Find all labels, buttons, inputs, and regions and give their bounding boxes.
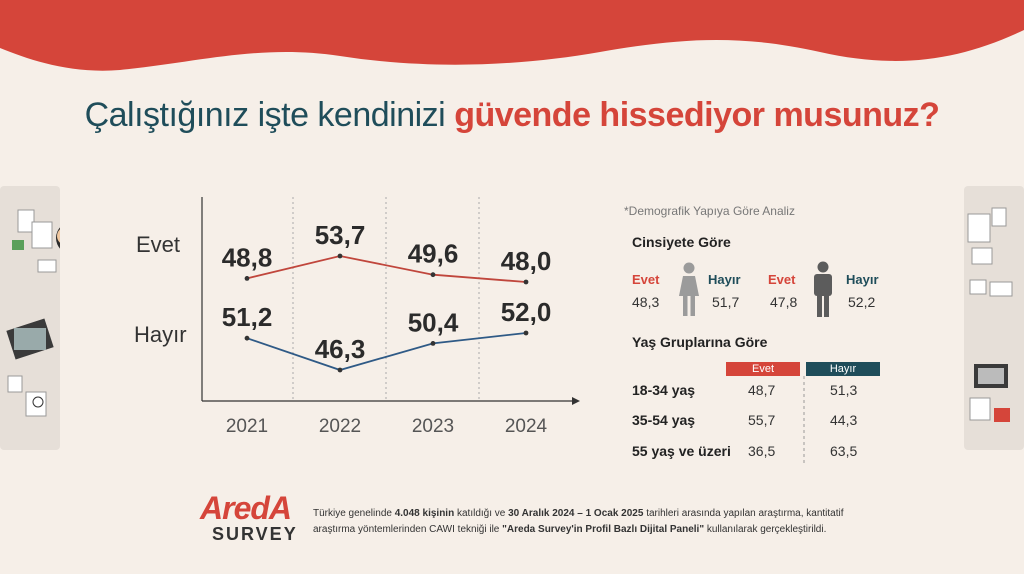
female-evet-value: 48,3 (632, 294, 660, 310)
legend-hayir: Hayır (134, 322, 187, 347)
desk-illustration-icon (924, 207, 1013, 422)
age-row-hayir: 63,5 (830, 443, 858, 459)
x-tick-label: 2024 (505, 416, 548, 437)
data-label: 48,0 (501, 246, 552, 276)
data-point (430, 341, 436, 346)
age-row-evet: 36,5 (748, 443, 776, 459)
line-chart: 48,8 53,7 49,6 48,0 51,2 46,3 50,4 52,0 2021 202… (201, 197, 580, 437)
female-evet-label: Evet (632, 272, 660, 287)
data-point (244, 335, 250, 341)
x-axis-arrow (572, 397, 580, 405)
footer-methodology: Türkiye genelinde 4.048 kişinin katıldığ… (313, 508, 844, 535)
legend-evet: Evet (136, 232, 181, 257)
age-row-label: 55 yaş ve üzeri (632, 443, 731, 459)
data-point (244, 276, 250, 281)
data-point (523, 330, 529, 336)
age-col-evet: Evet (726, 362, 800, 376)
series-line-evet (246, 255, 527, 283)
age-row-hayir: 51,3 (830, 382, 858, 398)
male-evet-label: Evet (768, 272, 796, 287)
data-label: 51,2 (222, 302, 273, 332)
data-point (337, 253, 343, 259)
data-label: 48,8 (222, 242, 273, 272)
female-hayir-value: 51,7 (712, 294, 740, 310)
data-point (430, 272, 436, 278)
male-icon (814, 261, 832, 317)
right-illustration-panel (924, 186, 1024, 450)
data-point (523, 279, 529, 285)
x-tick-label: 2023 (412, 416, 454, 437)
survey-logo-text: SURVEY (212, 524, 298, 544)
age-row-evet: 48,7 (748, 382, 776, 398)
data-label: 53,7 (315, 220, 366, 250)
age-row-label: 18-34 yaş (632, 382, 696, 398)
age-section-title: Yaş Gruplarına Göre (632, 334, 768, 350)
age-row-label: 35-54 yaş (632, 412, 696, 428)
data-label: 50,4 (408, 307, 459, 337)
data-label: 52,0 (501, 297, 552, 327)
male-hayir-value: 52,2 (848, 294, 876, 310)
age-col-hayir: Hayır (806, 362, 880, 376)
data-label: 46,3 (315, 334, 366, 364)
male-hayir-label: Hayır (846, 272, 879, 287)
demographic-note: *Demografik Yapıya Göre Analiz (624, 204, 795, 218)
female-hayir-label: Hayır (708, 272, 741, 287)
male-evet-value: 47,8 (770, 294, 798, 310)
age-row-hayir: 44,3 (830, 412, 858, 428)
data-point (337, 367, 343, 373)
data-label: 49,6 (408, 239, 459, 269)
table-divider (803, 376, 805, 466)
age-row-evet: 55,7 (748, 412, 776, 428)
series-line-hayır (246, 332, 527, 371)
female-icon (679, 262, 699, 316)
top-wave (0, 0, 1024, 71)
page-title: Çalıştığınız işte kendinizi güvende hiss… (84, 96, 940, 134)
x-tick-label: 2022 (319, 416, 361, 437)
x-tick-label: 2021 (226, 416, 268, 437)
areda-logo: AredA (200, 490, 292, 526)
gender-section-title: Cinsiyete Göre (632, 234, 731, 250)
